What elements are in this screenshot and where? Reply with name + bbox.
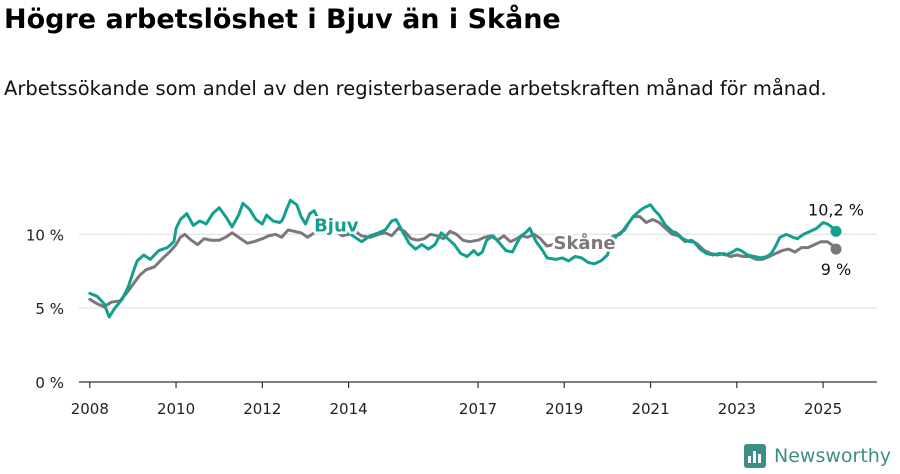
y-tick-label: 0 % [35,374,64,392]
brand-name: Newsworthy [774,445,892,467]
series-lines [88,198,842,319]
x-tick-label: 2021 [631,400,669,418]
chart-labels: Bjuv Skåne 10,2 % 9 % [312,200,864,279]
chart-title: Högre arbetslöshet i Bjuv än i Skåne [4,4,561,35]
x-tick-label: 2025 [804,400,842,418]
end-point-skane [830,243,842,255]
series-line-bjuv [88,198,838,319]
axes: 0 % 5 % 10 % 2008 2010 2012 2014 2017 2019 2021 20… [26,226,877,418]
x-tick-label: 2023 [718,400,756,418]
x-tick-label: 2017 [459,400,497,418]
y-tick-label: 5 % [35,300,64,318]
chart-subtitle: Arbetssökande som andel av den registerb… [4,77,827,100]
series-label-skane: Skåne [553,232,615,254]
series-label-bjuv: Bjuv [314,215,359,236]
newsworthy-logo[interactable]: Newsworthy [744,441,891,471]
x-tick-label: 2008 [71,400,109,418]
series-line-skane [88,215,838,309]
bar-chart-icon [744,444,766,468]
x-tick-label: 2019 [545,400,583,418]
x-tick-label: 2014 [330,400,368,418]
x-tick-label: 2012 [243,400,281,418]
end-point-bjuv [830,225,842,237]
x-tick-label: 2010 [157,400,195,418]
end-label-skane: 9 % [821,260,851,279]
end-label-bjuv: 10,2 % [808,200,864,219]
y-tick-label: 10 % [26,226,64,244]
grid-lines [79,233,877,309]
